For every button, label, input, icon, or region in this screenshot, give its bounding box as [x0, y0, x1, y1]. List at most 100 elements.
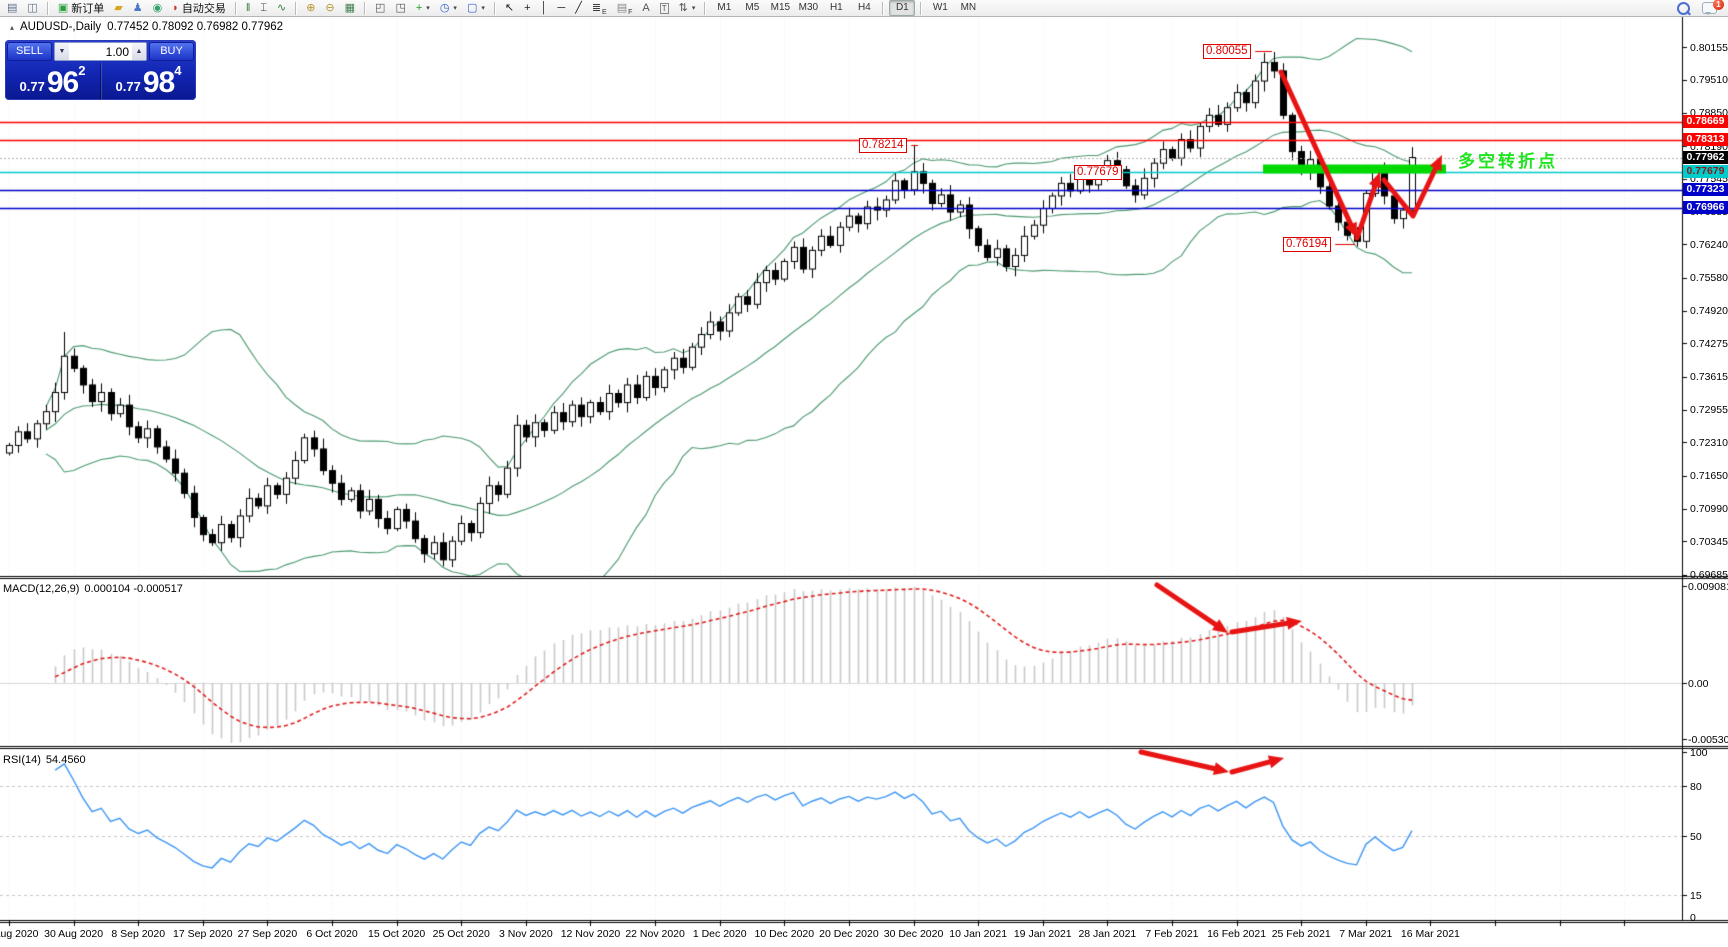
horizontal-line-button[interactable]: ─	[553, 0, 569, 17]
price-annotation-label[interactable]: 0.77679	[1074, 165, 1122, 180]
cursor-icon: ↖	[504, 1, 515, 14]
price-annotation-label[interactable]: 0.78214	[859, 138, 907, 153]
vertical-line-button[interactable]: │	[537, 0, 552, 17]
candlestick-chart-button[interactable]: ⌶	[256, 0, 271, 17]
sell-button[interactable]: SELL	[7, 42, 52, 61]
indicator-list-icon: ◰	[375, 1, 386, 14]
crosshair-button[interactable]: +	[520, 0, 534, 17]
price-level-badge: 0.78313	[1683, 133, 1728, 147]
timeframe-button-mn[interactable]: MN	[960, 2, 977, 13]
arrows-tool-button[interactable]: ⇅ ▾	[675, 0, 700, 17]
price-annotation-label[interactable]: 0.76194	[1283, 237, 1331, 252]
bar-chart-button[interactable]: ǁ	[242, 0, 255, 17]
timeframe-button-m30[interactable]: M30	[798, 2, 819, 13]
zoom-out-button[interactable]: ⊖	[321, 0, 338, 17]
indicator-list-button[interactable]: ◰	[371, 0, 389, 17]
trendline-button[interactable]: ╱	[571, 0, 586, 17]
sell-price[interactable]: 0.77 96 2	[5, 63, 101, 100]
market-watch-button[interactable]: ▤	[3, 0, 21, 17]
chat-icon[interactable]: 1	[1702, 0, 1724, 15]
chart-marker-icon: ▴	[10, 22, 15, 32]
zoom-in-button[interactable]: ⊕	[302, 0, 319, 17]
time-axis-label: 6 Oct 2020	[306, 928, 358, 940]
volume-down-button[interactable]: ▼	[55, 43, 69, 60]
auto-trading-icon: ◗	[172, 1, 179, 14]
tile-windows-button[interactable]: ▦	[341, 0, 359, 17]
toolbar-separator	[364, 1, 367, 15]
macd-values: 0.000104 -0.000517	[84, 583, 183, 595]
add-indicator-icon: +	[415, 1, 423, 14]
timeframe-clock-icon: ◷	[439, 1, 450, 14]
time-axis-label: 17 Sep 2020	[173, 928, 233, 940]
timeframe-button-m5[interactable]: M5	[745, 2, 760, 13]
community-icon: ♟	[132, 1, 143, 14]
gold-bar-button[interactable]: ▰	[110, 0, 126, 17]
toolbar-separator	[295, 1, 298, 15]
text-label-button[interactable]: T	[656, 0, 673, 17]
time-axis-label: 30 Dec 2020	[883, 928, 944, 940]
annotation-note[interactable]: 多空转折点	[1458, 152, 1558, 171]
timeframe-button-h1[interactable]: H1	[829, 2, 843, 13]
time-axis-label: 16 Mar 2021	[1400, 928, 1460, 940]
vertical-line-icon: │	[540, 1, 548, 14]
dropdown-arrow-icon[interactable]: ▾	[453, 5, 457, 12]
time-axis-label: 1 Dec 2020	[692, 928, 747, 940]
sell-price-big: 96	[46, 66, 79, 99]
new-order-button[interactable]: ▣ 新订单	[54, 0, 108, 17]
text-icon: A	[642, 1, 650, 14]
time-axis-label: 8 Sep 2020	[111, 928, 166, 940]
time-axis-label: 12 Nov 2020	[560, 928, 621, 940]
toolbar-separator	[46, 1, 49, 15]
data-window-button[interactable]: ◫	[23, 0, 41, 17]
dropdown-arrow-icon[interactable]: ▾	[691, 5, 696, 12]
template-button[interactable]: ▢ ▾	[463, 0, 489, 17]
timeframe-button-h4[interactable]: H4	[857, 2, 871, 13]
signals-button[interactable]: ◉	[149, 0, 167, 17]
time-axis-label: 3 Nov 2020	[499, 928, 553, 940]
price-axis-tick: 0.79510	[1690, 74, 1728, 86]
equidistant-channel-button[interactable]: ≣ E	[588, 0, 611, 17]
arrows-tool-icon: ⇅	[678, 1, 688, 14]
rsi-axis-tick: 80	[1690, 780, 1702, 793]
search-icon[interactable]	[1677, 1, 1690, 15]
buy-button[interactable]: BUY	[149, 42, 194, 61]
price-axis-tick: 0.71650	[1690, 470, 1728, 483]
fibo-grid-button[interactable]: ▤ F	[613, 0, 637, 17]
gold-bar-icon: ▰	[114, 1, 123, 14]
volume-up-button[interactable]: ▲	[132, 43, 146, 60]
indicator-window-button[interactable]: ◳	[391, 0, 409, 17]
timeframe-button-m1[interactable]: M1	[717, 2, 732, 13]
line-chart-button[interactable]: ∿	[273, 0, 290, 17]
add-indicator-button[interactable]: + ▾	[412, 0, 434, 17]
price-annotation-label[interactable]: 0.80055	[1203, 44, 1251, 59]
time-axis-label: 7 Feb 2021	[1145, 928, 1199, 940]
signals-icon: ◉	[152, 1, 163, 14]
rsi-axis-tick: 15	[1690, 889, 1702, 902]
time-axis-label: 10 Dec 2020	[754, 928, 815, 940]
time-axis-label: 22 Nov 2020	[625, 928, 685, 940]
price-axis-tick: 0.72310	[1690, 436, 1728, 449]
time-axis-label: 25 Oct 2020	[432, 928, 490, 940]
timeframe-clock-button[interactable]: ◷ ▾	[436, 0, 461, 17]
timeframe-button-w1[interactable]: W1	[932, 2, 948, 13]
buy-price-small: 0.77	[115, 79, 141, 94]
sell-price-sup: 2	[78, 63, 86, 78]
dropdown-arrow-icon[interactable]: ▾	[481, 5, 485, 12]
cursor-button[interactable]: ↖	[501, 0, 518, 17]
timeframe-button-d1[interactable]: D1	[889, 0, 916, 16]
new-order-icon: ▣	[57, 1, 69, 14]
volume-stepper: ▼ ▲	[54, 42, 147, 61]
volume-input[interactable]	[69, 43, 132, 60]
one-click-trading-panel: SELL ▼ ▲ BUY 0.77 96 2 0.77 98 4	[5, 40, 196, 100]
time-axis-label: 20 Dec 2020	[819, 928, 879, 940]
buy-price[interactable]: 0.77 98 4	[101, 63, 196, 100]
timeframe-button-m15[interactable]: M15	[770, 2, 791, 13]
auto-trading-button[interactable]: ◗ 自动交易	[168, 0, 230, 17]
dropdown-arrow-icon[interactable]: ▾	[426, 5, 430, 12]
text-button[interactable]: A	[638, 0, 653, 17]
toolbar-separator	[234, 1, 237, 15]
community-button[interactable]: ♟	[129, 0, 147, 17]
zoom-in-icon: ⊕	[306, 1, 316, 14]
time-axis-label: 16 Feb 2021	[1207, 928, 1267, 940]
